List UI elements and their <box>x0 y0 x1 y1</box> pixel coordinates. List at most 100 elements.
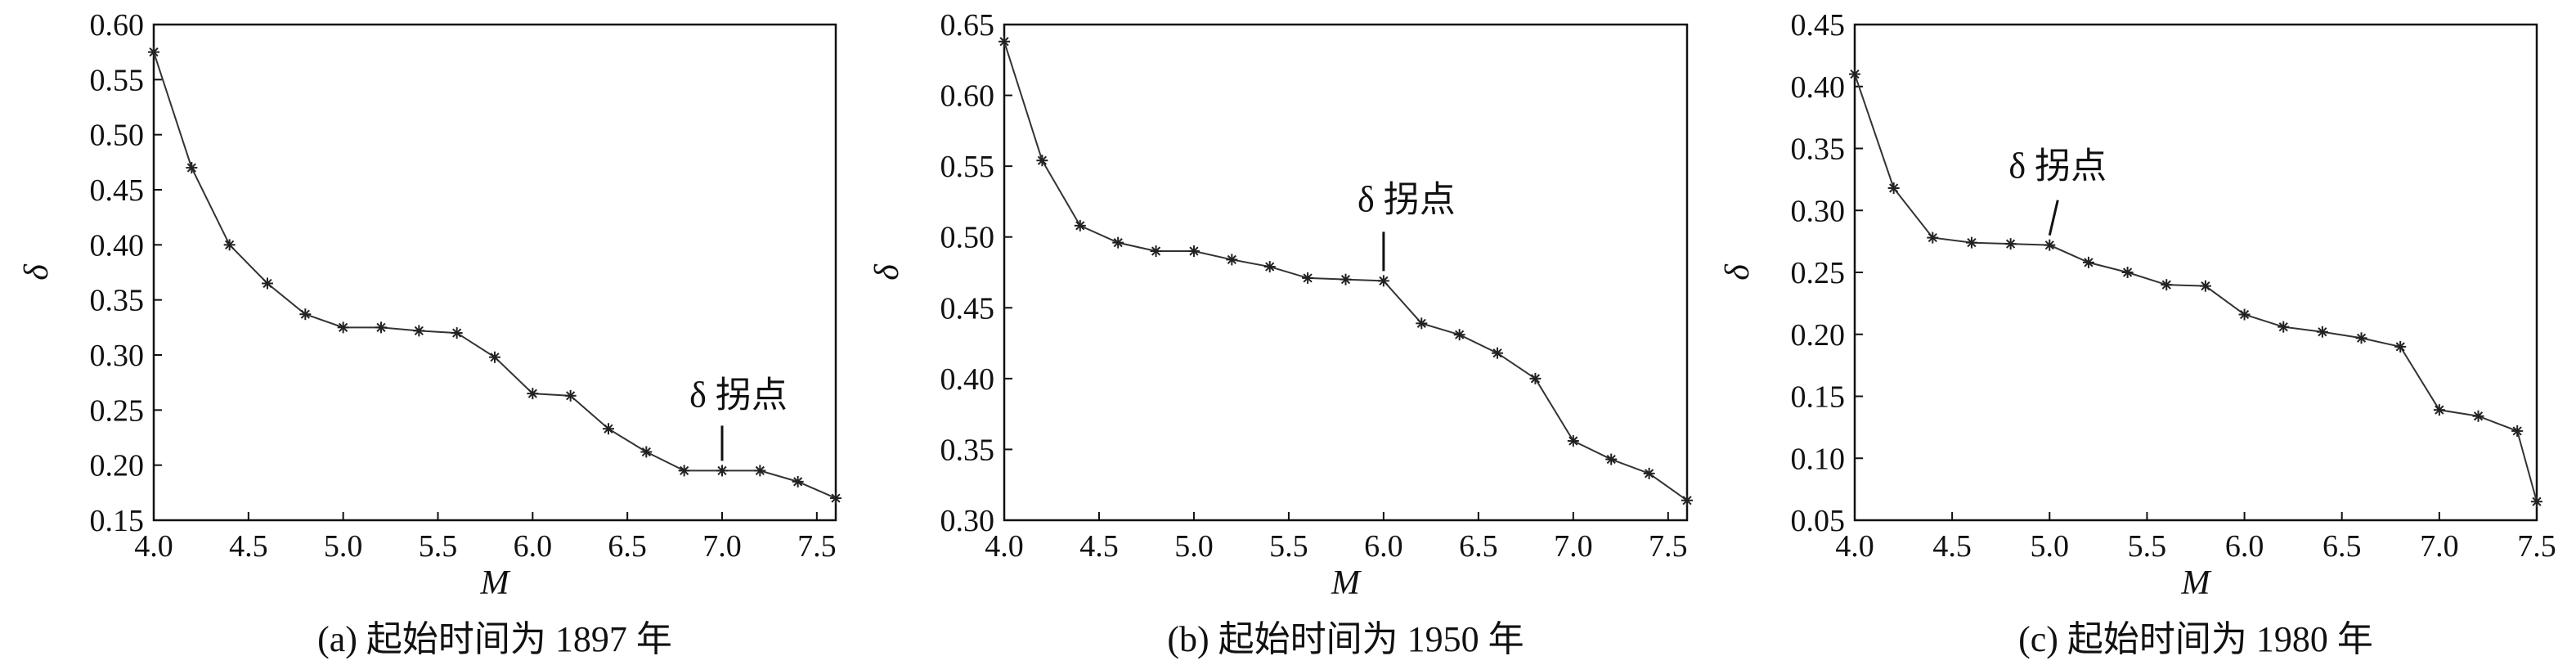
y-tick-label: 0.50 <box>90 119 145 153</box>
chart-panel-c: 4.0 4.5 5.0 5.5 6.0 6.5 7.0 7.5 0.05 0.10 0.15 0.20… <box>1719 8 2556 659</box>
x-tick-label: 7.5 <box>797 529 837 564</box>
data-point-marker <box>640 446 653 458</box>
x-tick-label: 4.0 <box>134 529 173 564</box>
y-tick-label: 0.40 <box>90 228 145 263</box>
y-tick-label: 0.30 <box>940 504 995 538</box>
inflection-annotation: δ 拐点 <box>689 375 788 415</box>
data-point-marker <box>1492 347 1504 359</box>
x-tick-label: 7.5 <box>2517 529 2556 564</box>
x-tick-label: 6.0 <box>514 529 553 564</box>
x-tick-label: 4.5 <box>229 529 268 564</box>
data-point-marker <box>1036 155 1048 167</box>
data-point-marker <box>792 475 804 488</box>
inflection-annotation: δ 拐点 <box>2008 146 2107 186</box>
chart-caption: (c) 起始时间为 1980 年 <box>2018 619 2373 659</box>
series-line <box>1003 41 1688 501</box>
x-tick-label: 7.0 <box>1554 529 1593 564</box>
x-tick-label: 4.0 <box>985 529 1024 564</box>
y-tick-label: 0.50 <box>940 221 995 255</box>
data-point-marker <box>1377 275 1389 287</box>
data-point-marker <box>1187 245 1200 258</box>
data-point-marker <box>2531 496 2542 508</box>
x-tick-label: 5.5 <box>1269 529 1308 564</box>
data-point-marker <box>1340 273 1352 285</box>
x-tick-label: 4.5 <box>1932 529 1972 564</box>
data-point-marker <box>1150 245 1162 258</box>
series-line <box>153 52 837 499</box>
data-point-marker <box>1263 261 1276 273</box>
data-point-marker <box>2199 280 2211 292</box>
data-point-marker <box>186 162 198 174</box>
x-tick-label: 5.0 <box>1174 529 1214 564</box>
y-axis-label: δ <box>868 263 906 281</box>
data-point-marker <box>564 389 577 402</box>
data-point-marker <box>2472 410 2484 422</box>
y-tick-label: 0.45 <box>1791 8 1846 43</box>
data-point-marker <box>1529 372 1542 384</box>
y-axis-label: δ <box>18 263 56 281</box>
x-tick-label: 7.5 <box>1649 529 1688 564</box>
x-tick-label: 5.0 <box>324 529 363 564</box>
data-point-marker <box>375 321 387 334</box>
data-point-marker <box>489 351 500 363</box>
data-point-marker <box>1965 236 1977 249</box>
data-point-marker <box>999 35 1010 47</box>
x-axis-label: M <box>1331 564 1362 602</box>
y-tick-label: 0.55 <box>90 63 145 97</box>
plot-frame <box>1003 23 1689 522</box>
y-tick-label: 0.45 <box>90 173 145 208</box>
data-point-marker <box>299 308 312 321</box>
data-point-marker <box>527 388 539 400</box>
x-tick-label: 7.0 <box>702 529 742 564</box>
data-point-marker <box>1074 219 1086 231</box>
data-point-marker <box>2238 308 2251 321</box>
data-point-marker <box>2044 239 2056 251</box>
y-tick-label: 0.30 <box>90 339 145 373</box>
data-point-marker <box>1567 435 1579 447</box>
y-tick-label: 0.10 <box>1791 442 1846 476</box>
data-point-marker <box>830 492 841 505</box>
data-point-marker <box>2394 340 2407 353</box>
data-point-marker <box>223 239 236 251</box>
data-point-marker <box>2433 404 2445 416</box>
chart-panel-a: 4.0 4.5 5.0 5.5 6.0 6.5 7.0 7.5 0.15 0.20 0.25 0.30… <box>18 8 841 659</box>
y-tick-label: 0.25 <box>90 393 145 428</box>
chart-caption: (a) 起始时间为 1897 年 <box>317 619 672 659</box>
data-point-marker <box>1112 236 1124 249</box>
data-point-marker <box>2278 321 2290 333</box>
data-point-marker <box>1226 254 1238 266</box>
data-point-marker <box>1453 329 1465 341</box>
data-point-marker <box>1681 494 1693 506</box>
data-point-marker <box>148 46 159 58</box>
data-point-marker <box>1605 453 1618 465</box>
x-tick-label: 4.5 <box>1079 529 1119 564</box>
x-tick-label: 6.5 <box>608 529 647 564</box>
y-tick-label: 0.20 <box>90 449 145 483</box>
y-tick-label: 0.15 <box>90 504 145 538</box>
x-axis-label: M <box>480 564 511 602</box>
data-point-marker <box>603 423 614 435</box>
x-tick-label: 5.0 <box>2031 529 2070 564</box>
data-point-marker <box>2355 332 2367 344</box>
x-tick-label: 5.5 <box>2128 529 2167 564</box>
y-tick-label: 0.60 <box>940 79 995 114</box>
x-axis-label: M <box>2181 564 2212 602</box>
data-point-marker <box>1416 317 1428 330</box>
x-tick-label: 6.5 <box>2322 529 2362 564</box>
y-tick-label: 0.65 <box>940 8 995 43</box>
data-point-marker <box>716 465 728 477</box>
y-tick-label: 0.30 <box>1791 194 1846 228</box>
inflection-annotation: δ 拐点 <box>1358 179 1456 219</box>
data-point-marker <box>451 327 463 339</box>
data-point-marker <box>2161 279 2173 291</box>
y-tick-label: 0.55 <box>940 150 995 184</box>
y-tick-label: 0.05 <box>1791 504 1846 538</box>
y-axis-label: δ <box>1719 263 1757 281</box>
y-tick-label: 0.15 <box>1791 380 1846 415</box>
y-tick-label: 0.40 <box>940 362 995 397</box>
data-point-marker <box>1302 272 1314 284</box>
data-point-marker <box>413 325 425 337</box>
plot-frame <box>1853 23 2538 522</box>
x-tick-label: 5.5 <box>419 529 458 564</box>
